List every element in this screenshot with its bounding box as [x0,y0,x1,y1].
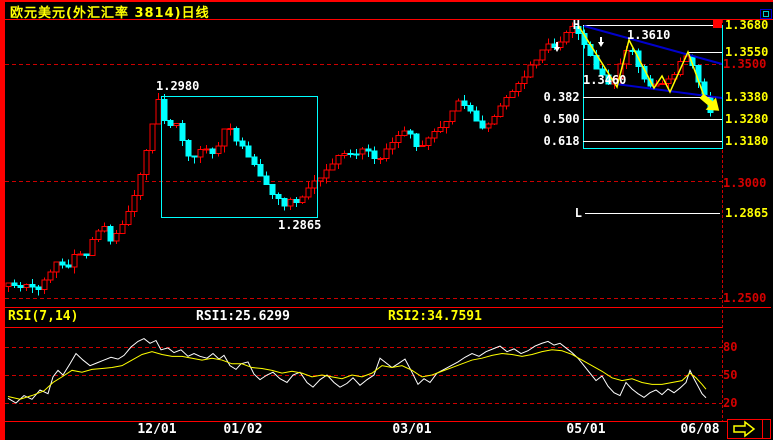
price-axis-label: 1.3000 [723,176,767,190]
date-axis-label: 01/02 [223,422,263,437]
scroll-right-arrow-icon [733,420,756,438]
fib-ratio-label: 0.618 [543,134,580,148]
fib-ratio-label: 0.382 [543,90,580,104]
price-annotation-label: 1.3610 [627,28,671,42]
swing-l-label: L [574,206,582,220]
title-bar: 欧元美元(外汇汇率 3814)日线 [10,2,210,21]
box-high-label: 1.2980 [156,79,200,93]
price-axis-label: 20 [723,396,738,410]
rsi-indicator-label[interactable]: RSI(7,14) [8,309,79,324]
date-axis-label: 03/01 [392,422,432,437]
price-axis-label: 1.3550 [725,45,769,59]
price-axis-label: 1.3280 [725,112,769,126]
price-axis-label: 80 [723,340,738,354]
date-axis-label: 05/01 [566,422,606,437]
swing-h-label: H [572,18,580,32]
price-axis-label: 1.3180 [725,134,769,148]
price-axis-label: 1.3680 [725,18,769,32]
box-low-label: 1.2865 [278,218,322,232]
price-axis-label: 1.2865 [725,206,769,220]
price-axis-label: 1.3500 [723,57,767,71]
rsi1-value-label: RSI1:25.6299 [196,309,290,324]
rsi2-value-label: RSI2:34.7591 [388,309,482,324]
price-axis-label: 1.3380 [725,90,769,104]
date-axis-label: 06/08 [680,422,720,437]
price-axis-label: 1.2500 [723,291,767,305]
price-annotation-label: 1.3460 [583,73,627,87]
window-title: 欧元美元(外汇汇率 3814)日线 [10,6,210,21]
price-axis-label: 50 [723,368,738,382]
date-axis-label: 12/01 [137,422,177,437]
fib-ratio-label: 0.500 [543,112,580,126]
